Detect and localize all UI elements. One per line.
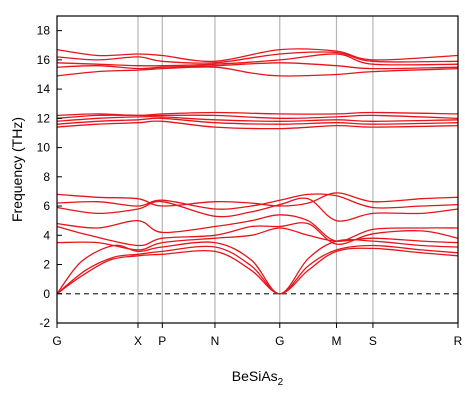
x-axis-title-main: BeSiAs	[232, 368, 278, 384]
x-axis-title: BeSiAs2	[232, 368, 284, 388]
phonon-band-15	[56, 66, 459, 77]
y-tick-label: 0	[43, 287, 50, 301]
phonon-band-17	[56, 53, 459, 67]
y-tick-label: -2	[39, 316, 50, 330]
y-tick-label: 8	[43, 170, 50, 184]
plot-frame	[56, 15, 459, 324]
phonon-band-19	[56, 48, 459, 63]
y-axis-title: Frequency (THz)	[9, 117, 25, 222]
y-tick-label: 16	[37, 53, 51, 67]
x-tick-label-r: R	[454, 334, 463, 348]
y-tick-label: 6	[43, 199, 50, 213]
phonon-band-13	[56, 114, 459, 119]
phonon-band-18	[56, 51, 459, 64]
x-tick-label-g: G	[275, 334, 284, 348]
phonon-band-11	[56, 117, 459, 125]
y-tick-label: 4	[43, 228, 50, 242]
phonon-band-12	[56, 115, 459, 122]
y-tick-label: 14	[37, 82, 51, 96]
phonon-band-1	[56, 247, 459, 295]
phonon-band-16	[56, 62, 459, 70]
phonon-band-6	[56, 214, 459, 242]
x-tick-label-g: G	[52, 334, 61, 348]
phonon-band-8	[56, 193, 459, 210]
phonon-band-9	[56, 192, 459, 207]
phonon-band-4	[56, 227, 459, 251]
x-tick-label-m: M	[331, 334, 341, 348]
y-tick-label: 18	[37, 24, 51, 38]
phonon-band-5	[56, 222, 459, 247]
phonon-band-10	[56, 120, 459, 130]
phonon-band-14	[56, 111, 459, 117]
phonon-bands	[56, 48, 459, 295]
x-tick-label-n: N	[211, 334, 220, 348]
x-axis-title-subscript: 2	[278, 377, 284, 388]
x-tick-label-s: S	[369, 334, 377, 348]
y-tick-label: 12	[37, 111, 51, 125]
x-tick-label-p: P	[158, 334, 166, 348]
phonon-band-7	[56, 197, 459, 222]
y-axis-ticks: -2 0 2 4 6 8 10 12 14 16 18	[37, 24, 62, 330]
phonon-band-2	[56, 244, 459, 295]
y-tick-label: 2	[43, 258, 50, 272]
x-tick-label-x: X	[134, 334, 142, 348]
y-tick-label: 10	[37, 141, 51, 155]
